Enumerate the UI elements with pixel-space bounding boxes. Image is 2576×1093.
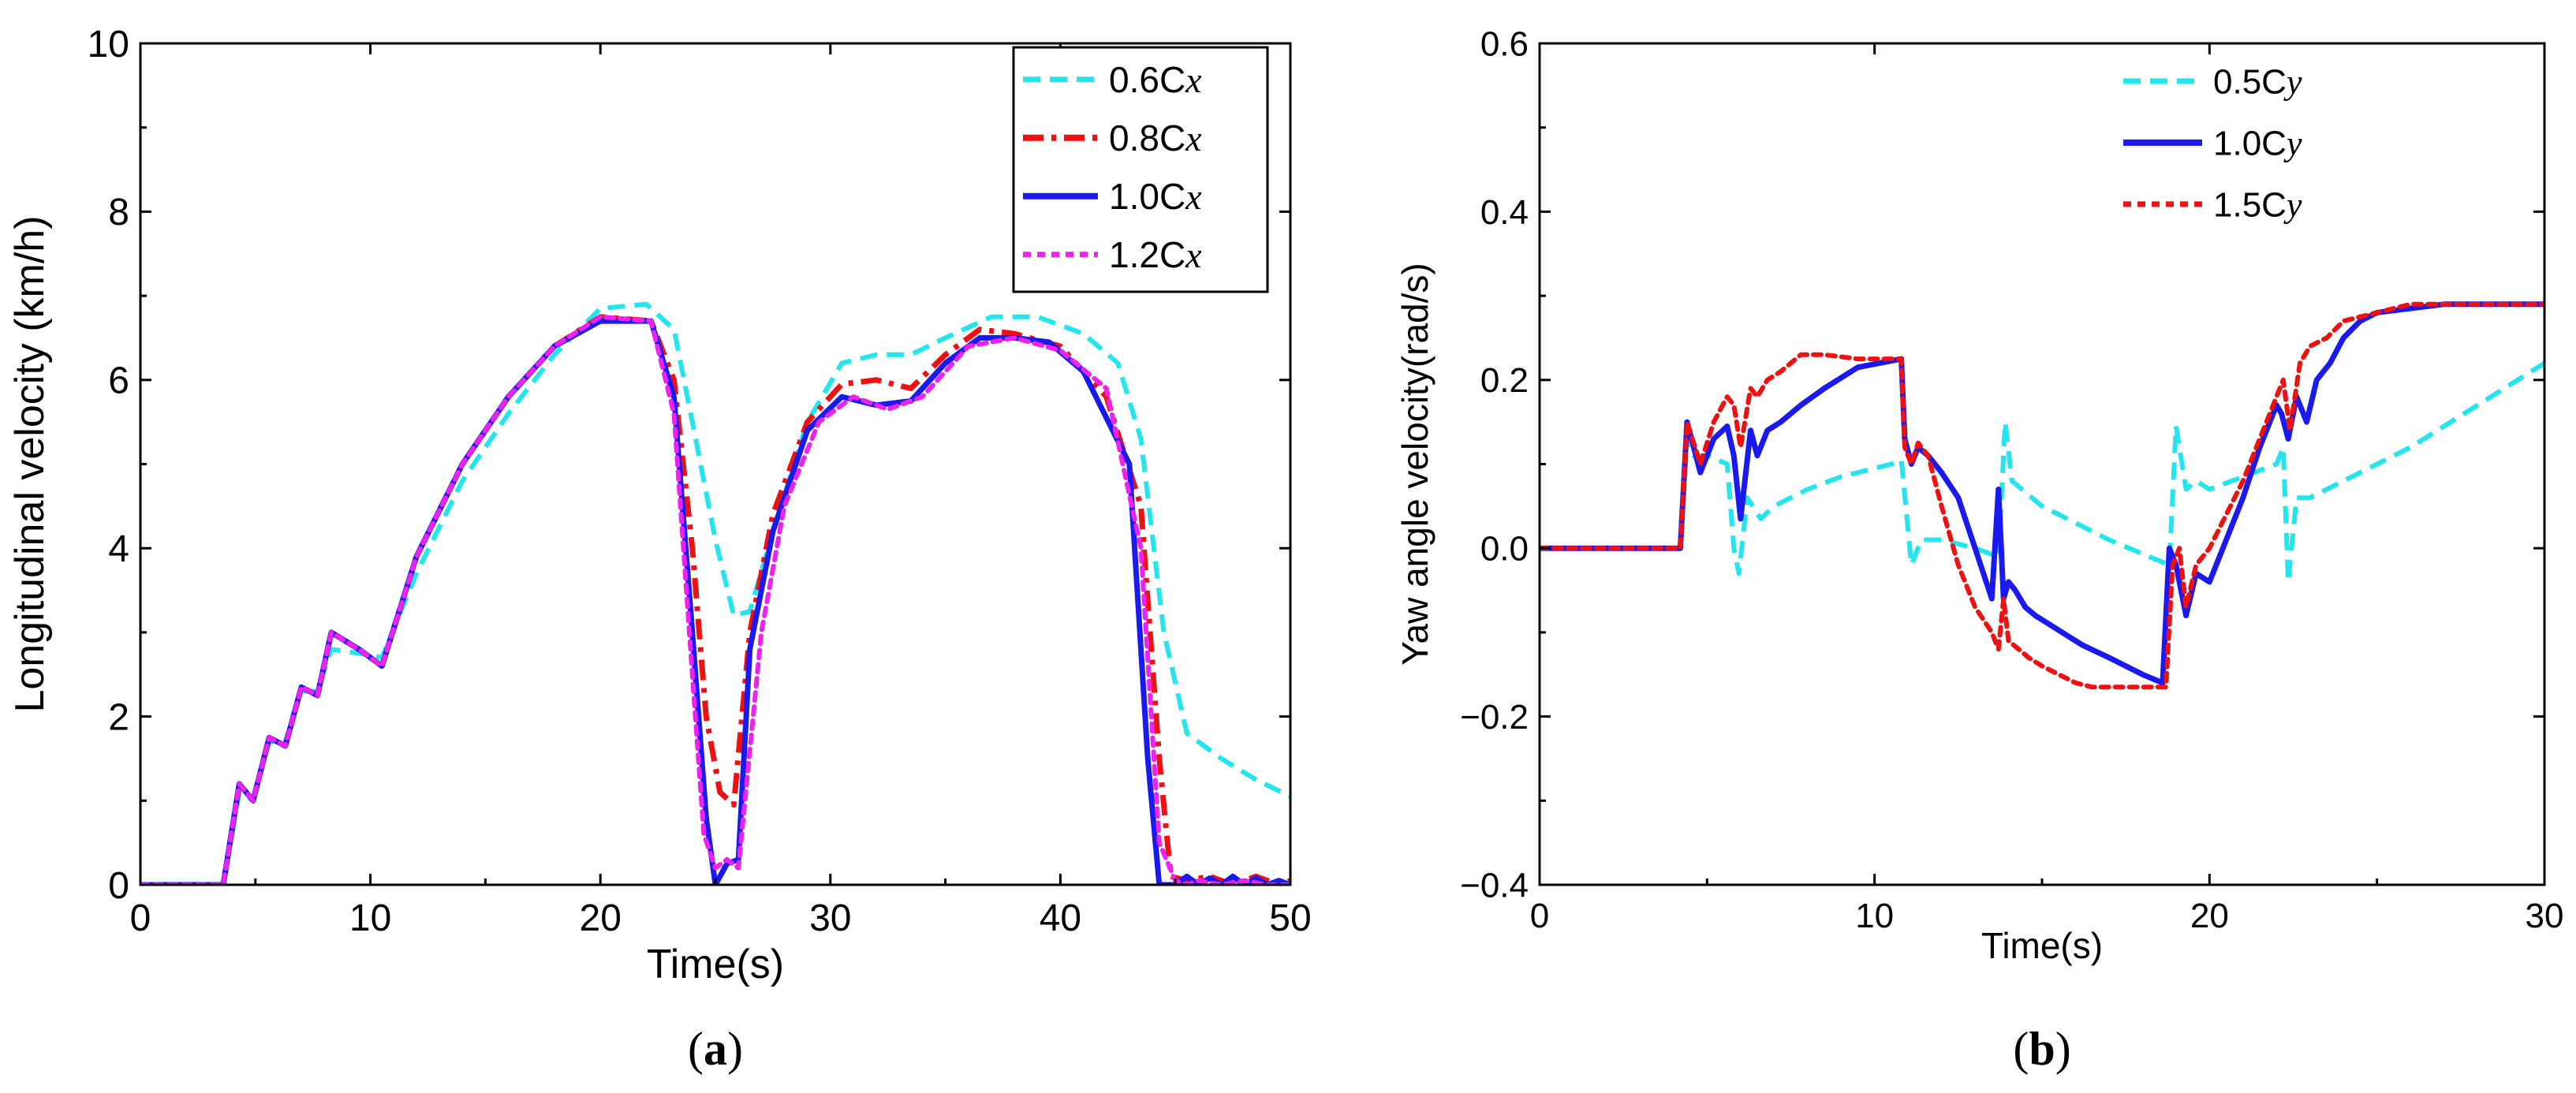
legend-label: 1.0Cx [1109,176,1202,217]
panel-label-letter: a [704,1023,727,1075]
legend-label-base: 0.6C [1109,59,1185,100]
panel-label-letter: b [2029,1023,2055,1075]
panel-label: (b) [2013,1023,2070,1075]
legend-label: 1.5Cy [2213,185,2302,224]
series-line-0-8cx [140,314,1290,885]
x-tick-label: 30 [809,897,851,939]
series-group [140,301,1290,885]
panel-a: 0 10 20 30 40 50 0 2 4 6 8 10 Time(s) Longitudinal ve… [7,24,1312,1075]
series-line-0-5cy [1540,360,2544,584]
y-tick-label: −0.2 [1460,698,1529,737]
y-tick-label: 0.2 [1480,361,1529,400]
legend-label-base: 1.2C [1109,234,1185,275]
x-tick-label: 0 [1530,897,1549,935]
y-tick-label: 0.0 [1480,530,1529,569]
x-tick-label: 20 [580,897,622,939]
legend-label-base: 1.5C [2213,185,2287,224]
y-tick-label: 0.6 [1480,24,1529,63]
series-line-1-2cx [140,314,1290,885]
x-tick-label: 20 [2190,897,2229,935]
legend-label-suffix: x [1185,177,1202,217]
y-tick-label: −0.4 [1460,866,1529,905]
legend-label-suffix: x [1185,60,1202,100]
y-tick-label: 8 [108,192,129,233]
legend-label-suffix: x [1185,118,1202,159]
legend-label-base: 1.0C [1109,176,1185,217]
x-tick-label: 10 [1855,897,1894,935]
legend-label: 0.8Cx [1109,118,1202,159]
y-tick-label: 2 [108,696,129,738]
legend-label: 1.2Cx [1109,234,1202,275]
x-axis-title: Time(s) [647,942,784,987]
legend-label: 1.0Cy [2213,124,2302,162]
panel-b: 0 10 20 30 −0.4 −0.2 0.0 0.2 0.4 0.6 Time(s) Yaw an… [1394,24,2563,1075]
legend-label-base: 0.5C [2213,62,2287,101]
panel-label: (a) [688,1023,743,1075]
x-tick-label: 50 [1269,897,1311,939]
plot-frame [1538,42,2546,886]
y-tick-label: 0.4 [1480,193,1529,232]
panel-label-open: ( [2013,1023,2029,1075]
legend-label-suffix: y [2283,185,2302,224]
series-line-1-5cy [1540,301,2544,690]
y-tick-label: 10 [88,24,129,65]
panel-label-close: ) [727,1023,743,1075]
panel-label-open: ( [688,1023,704,1075]
legend-label-base: 1.0C [2213,124,2287,162]
legend-box [1012,46,1269,293]
y-axis-title: Yaw angle velocity(rad/s) [1394,263,1435,665]
legend-label-suffix: y [2283,124,2302,162]
y-axis-title: Longitudinal velocity (km/h) [7,215,53,712]
x-axis-title: Time(s) [1981,925,2103,966]
legend-label: 0.5Cy [2213,62,2302,101]
y-tick-label: 0 [108,865,129,907]
legend-label-base: 0.8C [1109,118,1185,159]
legend-label-suffix: x [1185,235,1202,275]
y-tick-label: 6 [108,360,129,402]
panel-label-close: ) [2055,1023,2071,1075]
y-tick-label: 4 [108,528,129,570]
x-tick-label: 0 [130,897,151,939]
series-line-0-6cx [140,301,1290,885]
x-tick-label: 40 [1040,897,1081,939]
series-line-1-0cx [140,318,1290,885]
legend-label-suffix: y [2283,62,2302,101]
x-tick-label: 10 [349,897,391,939]
series-line-1-0cy [1540,301,2544,686]
series-group [1540,301,2544,690]
x-tick-label: 30 [2526,897,2564,935]
legend-label: 0.6Cx [1109,59,1202,100]
